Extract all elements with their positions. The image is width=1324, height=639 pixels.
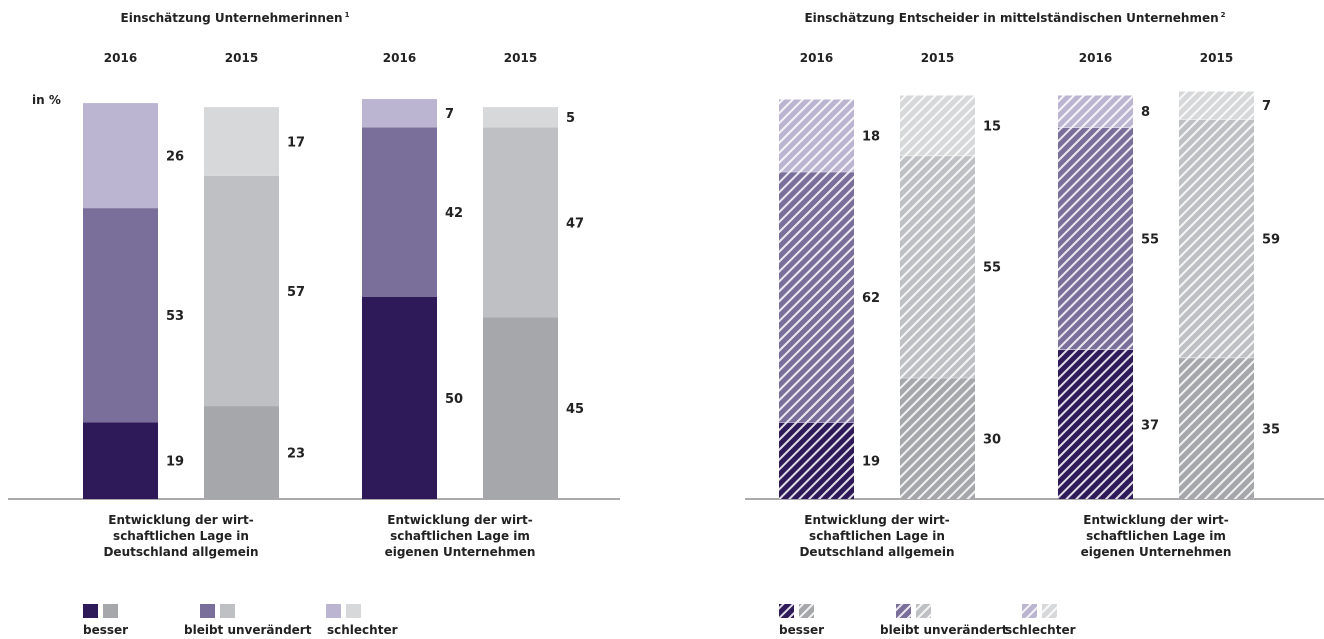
data-label: 23 <box>287 447 305 462</box>
data-label: 62 <box>862 291 880 306</box>
category-label: schaftlichen Lage im <box>1086 529 1226 543</box>
year-label: 2016 <box>1079 51 1112 65</box>
bar-segment-besser-2016 <box>362 297 437 499</box>
bar-segment-schlechter-2015 <box>204 107 279 176</box>
legend-label-bleibt-unveraendert: bleibt unverändert <box>184 623 312 637</box>
data-label: 19 <box>166 455 184 470</box>
category-label: Entwicklung der wirt- <box>1083 513 1228 527</box>
legend-swatch-schlechter-2016 <box>326 604 341 618</box>
bar-segment-bleibt-unveraendert-2016 <box>83 208 158 423</box>
legend-swatch-hatch <box>896 604 911 618</box>
category-label: schaftlichen Lage in <box>809 529 945 543</box>
chart-title: Einschätzung Entscheider in mittelständi… <box>804 11 1225 25</box>
data-label: 55 <box>1141 232 1159 247</box>
bar-segment-bleibt-unveraendert-2016-hatch <box>779 171 854 423</box>
legend-swatch-bleibt-unveraendert-2016 <box>200 604 215 618</box>
legend-label-besser: besser <box>83 623 128 637</box>
category-label: schaftlichen Lage im <box>390 529 530 543</box>
data-label: 37 <box>1141 418 1159 433</box>
data-label: 19 <box>862 455 880 470</box>
legend-label-besser: besser <box>779 623 824 637</box>
legend-swatch-bleibt-unveraendert-2015 <box>220 604 235 618</box>
year-label: 2015 <box>1200 51 1233 65</box>
year-label: 2015 <box>504 51 537 65</box>
bar-segment-schlechter-2015-hatch <box>1179 90 1254 120</box>
year-label: 2015 <box>225 51 258 65</box>
bar-segment-besser-2015-hatch <box>900 377 975 499</box>
data-label: 15 <box>983 119 1001 134</box>
legend-label-schlechter: schlechter <box>327 623 398 637</box>
data-label: 47 <box>566 216 584 231</box>
data-label: 57 <box>287 285 305 300</box>
year-label: 2016 <box>104 51 137 65</box>
bar-segment-bleibt-unveraendert-2015-hatch <box>900 155 975 378</box>
bar-segment-besser-2016-hatch <box>1058 349 1133 499</box>
data-label: 53 <box>166 309 184 324</box>
legend-swatch-schlechter-2015 <box>346 604 361 618</box>
year-label: 2015 <box>921 51 954 65</box>
data-label: 42 <box>445 206 463 221</box>
bar-segment-schlechter-2016 <box>83 103 158 209</box>
bar-segment-besser-2016-hatch <box>779 422 854 499</box>
bar-segment-schlechter-2016-hatch <box>1058 95 1133 128</box>
legend-label-bleibt-unveraendert: bleibt unverändert <box>880 623 1008 637</box>
data-label: 26 <box>166 150 184 165</box>
year-label: 2016 <box>800 51 833 65</box>
legend-swatch-hatch <box>779 604 794 618</box>
data-label: 50 <box>445 392 463 407</box>
legend-swatch-hatch <box>916 604 931 618</box>
data-label: 5 <box>566 111 575 126</box>
category-label: Entwicklung der wirt- <box>804 513 949 527</box>
bar-segment-bleibt-unveraendert-2015 <box>204 175 279 407</box>
bar-segment-bleibt-unveraendert-2016 <box>362 127 437 297</box>
bar-segment-besser-2015 <box>483 317 558 499</box>
category-label: schaftlichen Lage in <box>113 529 249 543</box>
legend-label-schlechter: schlechter <box>1005 623 1076 637</box>
category-label: Deutschland allgemein <box>799 545 954 559</box>
legend-swatch-hatch <box>1022 604 1037 618</box>
data-label: 55 <box>983 261 1001 276</box>
data-label: 59 <box>1262 232 1280 247</box>
legend-swatch-hatch <box>1042 604 1057 618</box>
bar-segment-schlechter-2016 <box>362 99 437 128</box>
category-label: Deutschland allgemein <box>103 545 258 559</box>
bar-segment-bleibt-unveraendert-2015 <box>483 127 558 318</box>
legend-swatch-hatch <box>799 604 814 618</box>
category-label: eigenen Unternehmen <box>1081 545 1232 559</box>
bar-segment-bleibt-unveraendert-2015-hatch <box>1179 119 1254 358</box>
bar-segment-bleibt-unveraendert-2016-hatch <box>1058 127 1133 350</box>
category-label: eigenen Unternehmen <box>385 545 536 559</box>
data-label: 7 <box>1262 99 1271 114</box>
bar-segment-besser-2016 <box>83 422 158 499</box>
legend-swatch-besser-2015 <box>103 604 118 618</box>
data-label: 35 <box>1262 422 1280 437</box>
data-label: 18 <box>862 129 880 144</box>
data-label: 45 <box>566 402 584 417</box>
bar-segment-besser-2015-hatch <box>1179 357 1254 499</box>
data-label: 17 <box>287 135 305 150</box>
data-label: 8 <box>1141 105 1150 120</box>
unit-label: in % <box>32 93 61 107</box>
legend-swatch-besser-2016 <box>83 604 98 618</box>
bar-segment-besser-2015 <box>204 406 279 499</box>
bar-segment-schlechter-2015-hatch <box>900 95 975 156</box>
chart-title: Einschätzung Unternehmerinnen 1 <box>121 11 350 25</box>
data-label: 7 <box>445 107 454 122</box>
category-label: Entwicklung der wirt- <box>387 513 532 527</box>
category-label: Entwicklung der wirt- <box>108 513 253 527</box>
bar-segment-schlechter-2016-hatch <box>779 99 854 172</box>
bar-segment-schlechter-2015 <box>483 107 558 128</box>
data-label: 30 <box>983 432 1001 447</box>
year-label: 2016 <box>383 51 416 65</box>
